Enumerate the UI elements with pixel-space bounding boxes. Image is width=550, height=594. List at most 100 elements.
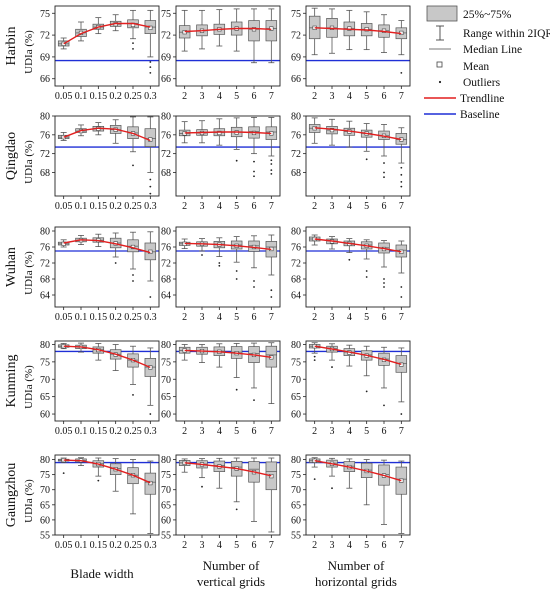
outlier-point bbox=[313, 478, 316, 481]
panel-frame bbox=[305, 115, 411, 197]
outlier-point bbox=[313, 355, 316, 358]
outlier-point bbox=[348, 258, 351, 261]
box-item bbox=[308, 457, 321, 481]
panel: 66 69 72 75 2 3 4 5 6 7 bbox=[291, 5, 411, 102]
y-tick-label: 72 bbox=[291, 259, 301, 270]
panel-frame bbox=[305, 340, 411, 422]
outlier-point bbox=[132, 164, 134, 167]
trendline bbox=[63, 345, 151, 369]
box-item bbox=[326, 118, 338, 146]
outlier-point bbox=[149, 413, 152, 415]
outlier-point bbox=[149, 192, 152, 195]
y-tick-label: 68 bbox=[291, 168, 301, 179]
x-tick-label: 6 bbox=[382, 201, 387, 212]
x-tick-label: 7 bbox=[269, 540, 274, 551]
trendline bbox=[184, 131, 272, 135]
legend-whisker-swatch bbox=[436, 25, 444, 41]
outlier-point bbox=[253, 160, 255, 163]
x-tick-label: 7 bbox=[399, 91, 404, 102]
y-tick-label: 80 bbox=[161, 340, 171, 351]
panel-frame bbox=[175, 454, 281, 536]
y-tick-label: 80 bbox=[161, 227, 171, 238]
y-tick-label: 76 bbox=[161, 130, 171, 141]
box-item bbox=[308, 117, 321, 144]
x-tick-label: 6 bbox=[252, 91, 257, 102]
iqr-box bbox=[265, 20, 278, 42]
y-tick-label: 75 bbox=[291, 9, 301, 20]
y-tick-label: 65 bbox=[291, 392, 301, 403]
legend-trend-label: Trendline bbox=[460, 93, 504, 105]
box-item bbox=[144, 460, 157, 534]
outlier-point bbox=[218, 262, 221, 264]
y-tick-label: 80 bbox=[40, 455, 50, 466]
box-item bbox=[57, 239, 70, 248]
y-axis-title: UDIa (%) bbox=[23, 365, 35, 409]
box-item bbox=[360, 345, 373, 393]
box-item bbox=[395, 460, 408, 534]
outlier-point bbox=[365, 270, 368, 272]
x-tick-label: 7 bbox=[269, 312, 274, 323]
y-tick-label: 70 bbox=[291, 485, 301, 496]
legend-baseline-label: Baseline bbox=[460, 109, 500, 121]
outlier-point bbox=[235, 508, 238, 511]
y-tick-label: 76 bbox=[291, 243, 301, 254]
legend: 25%~75% Range within 2IQR Median Line Me… bbox=[424, 5, 550, 121]
y-tick-label: 60 bbox=[291, 410, 301, 421]
y-tick-label: 70 bbox=[161, 485, 171, 496]
box-item bbox=[378, 459, 390, 525]
x-tick-label: 0.2 bbox=[109, 312, 122, 323]
box-item bbox=[196, 458, 208, 488]
x-tick-label: 2 bbox=[312, 201, 317, 212]
x-tick-label: 7 bbox=[269, 426, 274, 437]
box-item bbox=[230, 457, 243, 511]
x-tick-label: 0.3 bbox=[144, 312, 157, 323]
box-item bbox=[213, 457, 226, 489]
mean-marker bbox=[217, 130, 222, 136]
box-item bbox=[196, 344, 208, 363]
x-axis-title: vertical grids bbox=[197, 574, 265, 589]
y-tick-label: 64 bbox=[161, 291, 171, 302]
y-tick-label: 69 bbox=[161, 52, 171, 63]
x-tick-label: 3 bbox=[200, 91, 205, 102]
legend-whisker-label: Range within 2IQR bbox=[463, 28, 550, 40]
outlier-point bbox=[270, 172, 273, 175]
x-tick-label: 6 bbox=[382, 540, 387, 551]
box-item bbox=[378, 14, 390, 53]
x-tick-label: 0.05 bbox=[55, 201, 73, 212]
x-tick-label: 3 bbox=[200, 540, 205, 551]
outlier-point bbox=[365, 276, 368, 278]
x-tick-label: 0.25 bbox=[124, 91, 142, 102]
x-tick-label: 5 bbox=[234, 426, 239, 437]
x-tick-label: 0.1 bbox=[75, 312, 88, 323]
panel-frame bbox=[305, 454, 411, 536]
box-item bbox=[144, 347, 157, 415]
outlier-point bbox=[383, 171, 385, 174]
x-tick-label: 2 bbox=[312, 426, 317, 437]
box-item bbox=[127, 116, 139, 167]
y-tick-label: 55 bbox=[40, 531, 50, 542]
outlier-point bbox=[365, 390, 368, 393]
x-tick-label: 3 bbox=[330, 426, 335, 437]
outlier-point bbox=[270, 159, 273, 162]
box-item bbox=[196, 238, 208, 256]
outlier-point bbox=[235, 159, 238, 162]
box-item bbox=[265, 117, 278, 175]
y-tick-label: 69 bbox=[291, 52, 301, 63]
x-tick-label: 4 bbox=[217, 540, 222, 551]
city-label: Kunming bbox=[4, 355, 19, 408]
y-tick-label: 75 bbox=[161, 357, 171, 368]
x-tick-label: 4 bbox=[217, 91, 222, 102]
x-tick-label: 2 bbox=[182, 91, 187, 102]
x-tick-label: 0.1 bbox=[75, 201, 88, 212]
x-tick-label: 6 bbox=[252, 312, 257, 323]
x-tick-label: 0.25 bbox=[124, 201, 142, 212]
y-tick-label: 55 bbox=[161, 531, 171, 542]
outlier-point bbox=[132, 394, 134, 396]
x-tick-label: 0.3 bbox=[144, 201, 157, 212]
x-tick-label: 5 bbox=[234, 312, 239, 323]
box-item bbox=[248, 8, 260, 64]
box-item bbox=[343, 120, 356, 148]
box-item bbox=[360, 123, 373, 161]
x-tick-label: 0.15 bbox=[90, 91, 108, 102]
panel: 68 72 76 80 0.05 0.1 0.15 0.2 0.25 0.3 bbox=[40, 112, 160, 212]
